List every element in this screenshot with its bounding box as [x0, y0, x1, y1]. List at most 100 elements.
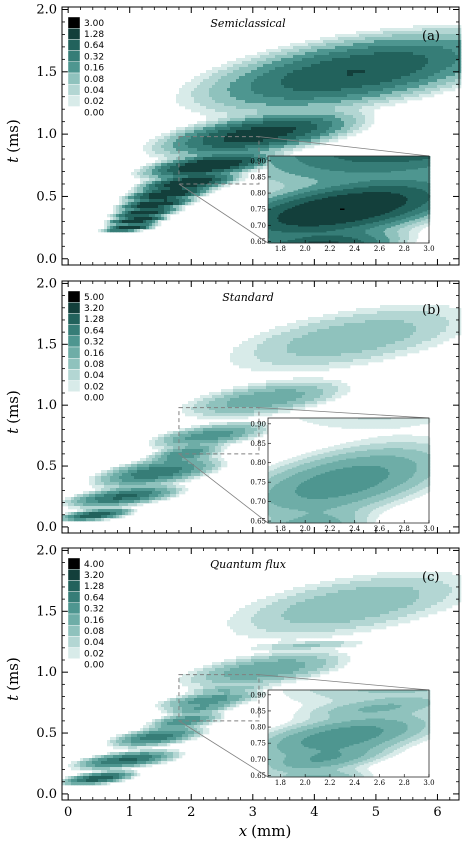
- x-axis-unit: (mm): [251, 822, 291, 840]
- colorbar-swatch: [67, 290, 81, 303]
- y-axis-unit: (ms): [4, 657, 22, 691]
- colorbar-swatch: [67, 557, 81, 570]
- density-map: [62, 305, 462, 522]
- y-tick-label: 0.5: [36, 459, 57, 474]
- panel-title: Standard: [222, 291, 274, 304]
- y-axis-label: t (ms): [4, 390, 22, 434]
- inset-density-map: [268, 418, 431, 524]
- inset-x-tick-label: 2.8: [399, 779, 410, 787]
- zoom-box: [178, 136, 260, 185]
- colorbar-label: 3.00: [84, 19, 104, 29]
- inset-x-tick-label: 3.0: [423, 525, 434, 533]
- inset-frame: [267, 689, 430, 778]
- connector-line: [178, 720, 269, 778]
- colorbar-legend: 3.001.280.640.32 0.160.080.040.020.00: [67, 16, 104, 118]
- y-axis-label: t (ms): [4, 657, 22, 701]
- plot-frame: [61, 547, 460, 801]
- y-tick-label: 2.0: [36, 543, 57, 558]
- colorbar-label: 1.28: [84, 30, 104, 40]
- colorbar-label: 1.28: [84, 315, 104, 325]
- y-tick-label: 0.5: [36, 726, 57, 741]
- colorbar-swatch: [67, 83, 81, 96]
- panel-title: Semiclassical: [210, 17, 286, 30]
- inset-y-tick-label: 0.65: [250, 772, 266, 780]
- colorbar-swatch: [67, 61, 81, 74]
- inset-density-map: [268, 156, 431, 244]
- colorbar-swatch: [67, 335, 81, 348]
- colorbar-swatch: [67, 95, 81, 107]
- inset-y-tick-label: 0.80: [250, 190, 266, 198]
- colorbar-label: 0.08: [84, 627, 104, 637]
- density-map: [62, 572, 462, 786]
- colorbar-swatch: [67, 346, 81, 359]
- colorbar-label: 5.00: [84, 293, 104, 303]
- inset-x-tick-label: 2.4: [349, 525, 361, 533]
- y-tick-label: 0.0: [36, 252, 57, 267]
- colorbar-label: 1.28: [84, 582, 104, 592]
- colorbar-label: 3.20: [84, 571, 104, 581]
- colorbar-swatch: [67, 647, 81, 659]
- colorbar-label: 0.04: [84, 86, 104, 96]
- inset-y-tick-label: 0.70: [250, 756, 266, 764]
- y-axis-variable: t: [4, 427, 22, 434]
- colorbar-label: 0.16: [84, 616, 104, 626]
- plot-frame: [61, 280, 460, 534]
- axis-ticks: 0.0 0.5 1.0 1.5 2.0: [36, 2, 459, 267]
- colorbar-swatch: [67, 636, 81, 648]
- colorbar-legend: 4.003.201.280.64 0.320.160.080.040.02 0.00: [67, 557, 104, 671]
- connector-line: [258, 136, 430, 157]
- inset-x-tick-label: 2.6: [374, 245, 386, 253]
- colorbar-label: 0.04: [84, 638, 104, 648]
- inset-plot: 1.8 2.0 2.2 2.4 2.6 2.8 3.0 0.65 0.70 0.75 0.80 0.8…: [250, 417, 435, 533]
- inset-y-tick-label: 0.65: [250, 238, 266, 246]
- x-tick-label: 3: [249, 805, 257, 820]
- colorbar-label: 0.32: [84, 338, 104, 348]
- colorbar-label: 0.02: [84, 97, 104, 107]
- inset-y-tick-label: 0.90: [250, 420, 266, 428]
- panel-label: (a): [422, 29, 440, 44]
- x-tick-label: 0: [64, 805, 72, 820]
- axis-ticks: 0 1 2 3 4 5 6 0.0 0.5 1.0 1.5 2.0: [36, 543, 459, 820]
- zoom-region-box: [178, 136, 430, 244]
- x-axis-variable: x: [239, 822, 248, 840]
- colorbar-label: 0.00: [84, 661, 104, 671]
- inset-x-tick-label: 3.0: [423, 779, 434, 787]
- inset-y-tick-label: 0.75: [250, 206, 266, 214]
- colorbar-label: 0.16: [84, 349, 104, 359]
- colorbar-swatch: [67, 380, 81, 393]
- density-map: [98, 25, 462, 233]
- panel-semiclassical: 0.0 0.5 1.0 1.5 2.0 3.001.280.640.32 0.160.08…: [36, 2, 462, 267]
- inset-x-tick-label: 2.6: [374, 779, 386, 787]
- colorbar-label: 0.64: [84, 593, 104, 603]
- y-tick-label: 0.0: [36, 787, 57, 802]
- colorbar-swatch: [67, 580, 81, 592]
- y-tick-label: 0.5: [36, 189, 57, 204]
- colorbar-label: 0.16: [84, 64, 104, 74]
- colorbar-swatch: [67, 50, 81, 62]
- inset-x-tick-label: 3.0: [423, 245, 434, 253]
- y-axis-variable: t: [4, 694, 22, 701]
- colorbar-swatch: [67, 625, 81, 637]
- inset-x-tick-label: 2.8: [399, 245, 410, 253]
- y-tick-label: 1.0: [36, 665, 57, 680]
- inset-x-tick-label: 2.2: [324, 525, 335, 533]
- panel-label: (c): [422, 570, 439, 585]
- colorbar-swatch: [67, 313, 81, 325]
- x-tick-label: 5: [372, 805, 380, 820]
- colorbar-label: 0.04: [84, 371, 104, 381]
- colorbar-label: 0.02: [84, 649, 104, 659]
- y-axis-label: t (ms): [4, 119, 22, 163]
- panel-label: (b): [422, 303, 440, 318]
- x-tick-label: 6: [433, 805, 441, 820]
- y-tick-label: 1.0: [36, 127, 57, 142]
- colorbar-swatch: [67, 72, 81, 85]
- inset-x-tick-label: 2.0: [300, 779, 311, 787]
- inset-x-tick-label: 2.0: [300, 245, 311, 253]
- colorbar-swatch: [67, 658, 81, 671]
- inset-y-tick-label: 0.70: [250, 498, 266, 506]
- connector-line: [178, 453, 269, 524]
- connector-line: [258, 674, 430, 691]
- inset-y-tick-label: 0.75: [250, 479, 266, 487]
- panel-title: Quantum flux: [210, 558, 287, 571]
- inset-y-tick-label: 0.80: [250, 459, 266, 467]
